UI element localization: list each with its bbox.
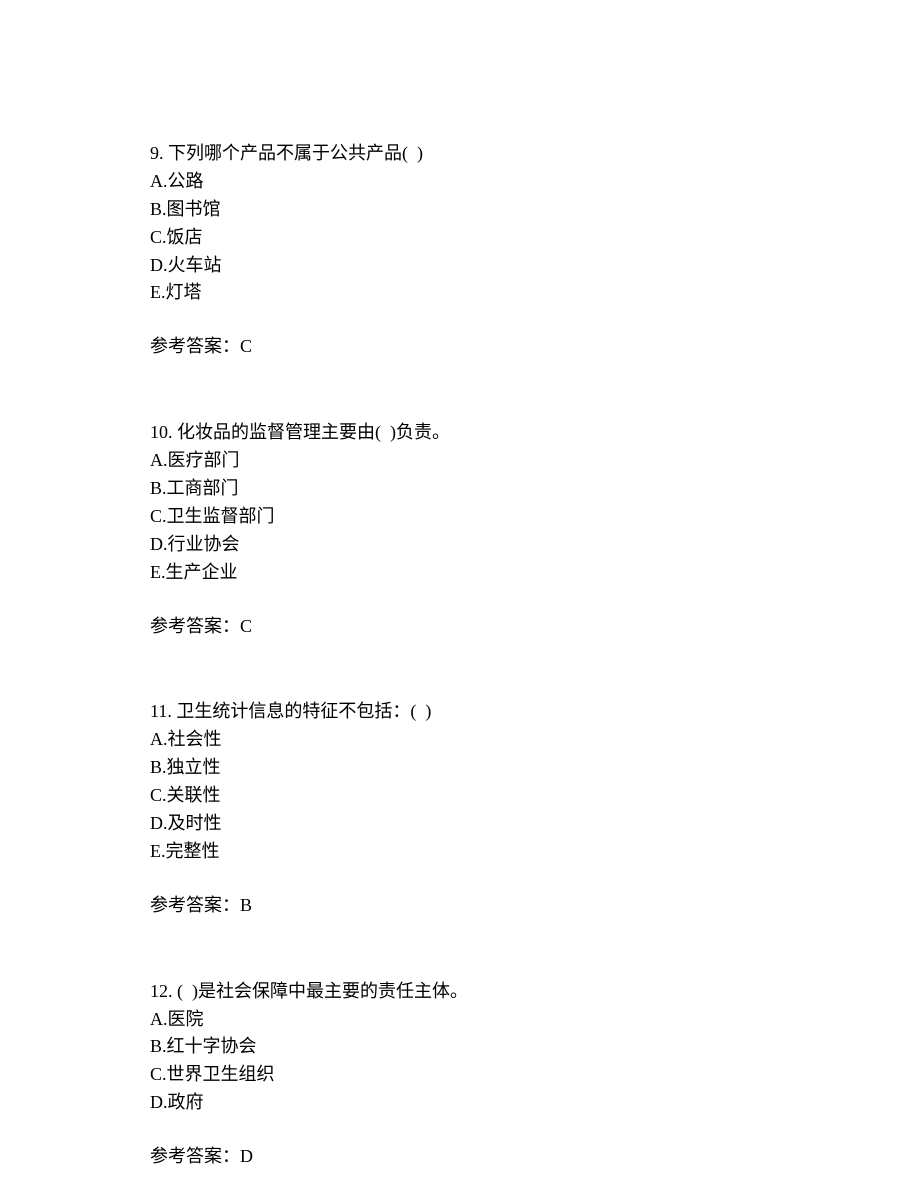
answer-value: C (240, 616, 252, 636)
question-text: ( )是社会保障中最主要的责任主体。 (177, 981, 468, 1001)
option-text: 医院 (168, 1009, 204, 1029)
option-text: 饭店 (167, 227, 203, 247)
option-letter: E (150, 282, 161, 302)
answer-line: 参考答案：C (150, 333, 770, 361)
option-text: 灯塔 (166, 282, 202, 302)
option-text: 火车站 (168, 255, 222, 275)
question-number: 12. (150, 981, 173, 1001)
option-letter: A (150, 450, 163, 470)
question-block: 9. 下列哪个产品不属于公共产品( ) A.公路 B.图书馆 C.饭店 D.火车… (150, 140, 770, 361)
answer-label: 参考答案： (150, 1146, 240, 1166)
option-row: B.图书馆 (150, 196, 770, 224)
question-stem: 11. 卫生统计信息的特征不包括：( ) (150, 698, 770, 726)
option-letter: E (150, 841, 161, 861)
question-text: 化妆品的监督管理主要由( )负责。 (177, 422, 450, 442)
answer-line: 参考答案：D (150, 1143, 770, 1171)
option-row: A.社会性 (150, 726, 770, 754)
option-letter: B (150, 199, 162, 219)
option-row: E.灯塔 (150, 279, 770, 307)
question-block: 10. 化妆品的监督管理主要由( )负责。 A.医疗部门 B.工商部门 C.卫生… (150, 419, 770, 640)
option-letter: C (150, 506, 162, 526)
answer-value: C (240, 336, 252, 356)
option-text: 公路 (168, 171, 204, 191)
option-letter: D (150, 1092, 163, 1112)
option-text: 图书馆 (167, 199, 221, 219)
question-number: 10. (150, 422, 173, 442)
option-text: 生产企业 (166, 562, 238, 582)
option-text: 红十字协会 (167, 1036, 257, 1056)
option-letter: D (150, 813, 163, 833)
answer-value: B (240, 895, 252, 915)
option-text: 独立性 (167, 757, 221, 777)
option-letter: A (150, 729, 163, 749)
option-row: E.生产企业 (150, 559, 770, 587)
option-letter: D (150, 255, 163, 275)
option-row: C.关联性 (150, 782, 770, 810)
option-text: 完整性 (166, 841, 220, 861)
question-block: 11. 卫生统计信息的特征不包括：( ) A.社会性 B.独立性 C.关联性 D… (150, 698, 770, 919)
option-row: C.饭店 (150, 224, 770, 252)
page-content: 9. 下列哪个产品不属于公共产品( ) A.公路 B.图书馆 C.饭店 D.火车… (0, 0, 920, 1171)
option-text: 医疗部门 (168, 450, 240, 470)
option-text: 社会性 (168, 729, 222, 749)
option-letter: C (150, 785, 162, 805)
option-row: D.政府 (150, 1089, 770, 1117)
option-row: A.医疗部门 (150, 447, 770, 475)
option-letter: D (150, 534, 163, 554)
option-letter: B (150, 478, 162, 498)
option-letter: C (150, 227, 162, 247)
option-text: 关联性 (167, 785, 221, 805)
answer-label: 参考答案： (150, 336, 240, 356)
option-row: C.世界卫生组织 (150, 1061, 770, 1089)
option-row: B.独立性 (150, 754, 770, 782)
option-letter: B (150, 757, 162, 777)
option-letter: E (150, 562, 161, 582)
option-row: D.火车站 (150, 252, 770, 280)
option-text: 世界卫生组织 (167, 1064, 275, 1084)
option-row: B.红十字协会 (150, 1033, 770, 1061)
option-row: A.公路 (150, 168, 770, 196)
question-stem: 9. 下列哪个产品不属于公共产品( ) (150, 140, 770, 168)
answer-label: 参考答案： (150, 616, 240, 636)
option-text: 卫生监督部门 (167, 506, 275, 526)
option-row: C.卫生监督部门 (150, 503, 770, 531)
option-row: A.医院 (150, 1006, 770, 1034)
option-text: 工商部门 (167, 478, 239, 498)
option-text: 行业协会 (168, 534, 240, 554)
option-letter: A (150, 171, 163, 191)
option-letter: C (150, 1064, 162, 1084)
answer-value: D (240, 1146, 253, 1166)
option-row: D.及时性 (150, 810, 770, 838)
question-number: 9. (150, 143, 164, 163)
question-text: 卫生统计信息的特征不包括：( ) (176, 701, 431, 721)
option-row: B.工商部门 (150, 475, 770, 503)
answer-label: 参考答案： (150, 895, 240, 915)
option-text: 及时性 (168, 813, 222, 833)
option-text: 政府 (168, 1092, 204, 1112)
option-row: E.完整性 (150, 838, 770, 866)
answer-line: 参考答案：B (150, 892, 770, 920)
question-text: 下列哪个产品不属于公共产品( ) (168, 143, 423, 163)
option-letter: A (150, 1009, 163, 1029)
question-stem: 12. ( )是社会保障中最主要的责任主体。 (150, 978, 770, 1006)
question-block: 12. ( )是社会保障中最主要的责任主体。 A.医院 B.红十字协会 C.世界… (150, 978, 770, 1171)
option-row: D.行业协会 (150, 531, 770, 559)
question-number: 11. (150, 701, 172, 721)
question-stem: 10. 化妆品的监督管理主要由( )负责。 (150, 419, 770, 447)
answer-line: 参考答案：C (150, 613, 770, 641)
option-letter: B (150, 1036, 162, 1056)
